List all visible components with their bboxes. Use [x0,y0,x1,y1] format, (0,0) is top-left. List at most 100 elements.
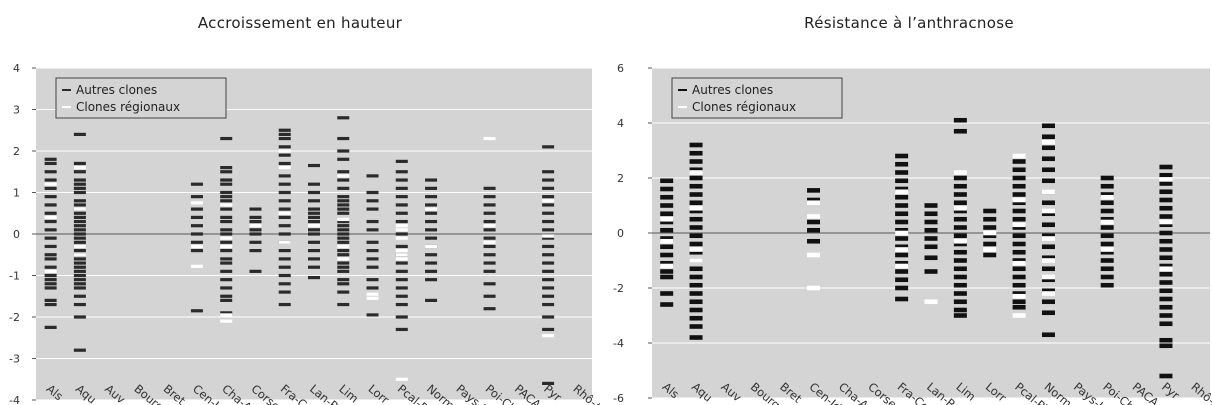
mark-autres-clones [73,294,86,298]
mark-autres-clones [395,244,408,249]
mark-clones-regionaux [395,253,408,257]
mark-autres-clones [542,145,555,149]
mark-autres-clones [73,232,86,236]
mark-autres-clones [308,257,320,261]
mark-autres-clones [425,195,438,199]
mark-autres-clones [44,219,57,224]
mark-clones-regionaux [953,238,967,244]
mark-autres-clones [337,199,350,203]
mark-autres-clones [1100,192,1114,197]
mark-autres-clones [190,207,203,211]
mark-autres-clones [425,269,438,273]
mark-autres-clones [220,240,233,244]
y-tick-label: 2 [617,172,624,185]
mark-autres-clones [220,311,233,315]
mark-autres-clones [660,178,674,184]
mark-autres-clones [1159,321,1173,327]
mark-autres-clones [1159,304,1173,310]
mark-clones-regionaux [395,377,408,381]
mark-autres-clones [366,278,379,282]
mark-autres-clones [1012,258,1026,263]
mark-autres-clones [395,269,408,273]
mark-autres-clones [337,240,350,244]
mark-autres-clones [895,186,909,192]
mark-autres-clones [220,294,233,298]
mark-clones-regionaux [190,201,203,205]
mark-autres-clones [44,325,57,329]
mark-autres-clones [44,244,57,249]
mark-autres-clones [483,282,496,286]
mark-autres-clones [953,258,967,263]
mark-autres-clones [542,186,555,190]
mark-autres-clones [337,282,350,286]
mark-autres-clones [337,195,350,199]
mark-autres-clones [924,219,938,225]
mark-autres-clones [983,225,997,230]
mark-autres-clones [483,186,496,190]
mark-clones-regionaux [1041,208,1055,214]
mark-autres-clones [1159,255,1173,261]
mark-autres-clones [483,195,496,199]
mark-clones-regionaux [337,174,350,178]
mark-autres-clones [1041,310,1055,316]
mark-autres-clones [395,186,408,190]
mark-autres-clones [337,224,350,228]
mark-autres-clones [953,282,967,288]
mark-autres-clones [278,174,291,178]
mark-autres-clones [542,261,555,265]
mark-clones-regionaux [953,205,967,211]
mark-autres-clones [73,219,86,224]
mark-autres-clones [366,228,379,232]
mark-autres-clones [337,178,350,182]
mark-autres-clones [1159,373,1173,379]
mark-autres-clones [1159,230,1173,236]
mark-autres-clones [395,278,408,282]
mark-autres-clones [278,224,291,228]
mark-autres-clones [542,294,555,298]
mark-autres-clones [807,227,821,233]
mark-autres-clones [1100,208,1114,214]
mark-autres-clones [895,296,909,302]
mark-autres-clones [278,302,291,307]
mark-autres-clones [895,161,909,167]
mark-autres-clones [895,153,909,159]
mark-autres-clones [278,128,291,132]
mark-clones-regionaux [337,244,350,249]
mark-autres-clones [337,186,350,190]
mark-autres-clones [73,178,86,182]
mark-autres-clones [337,207,350,211]
mark-clones-regionaux [1159,177,1173,182]
mark-autres-clones [337,261,350,265]
mark-autres-clones [542,203,555,207]
mark-autres-clones [660,302,674,307]
mark-autres-clones [366,219,379,224]
mark-autres-clones [220,219,233,224]
mark-autres-clones [924,211,938,217]
mark-autres-clones [483,236,496,240]
mark-autres-clones [308,219,320,224]
mark-autres-clones [425,186,438,190]
mark-autres-clones [1100,258,1114,263]
mark-autres-clones [190,182,203,186]
mark-clones-regionaux [1041,139,1055,145]
legend-box [55,77,227,119]
mark-clones-regionaux [1159,266,1173,272]
mark-clones-regionaux [689,247,703,252]
y-tick-label: -2 [9,311,20,324]
mark-autres-clones [1012,304,1026,310]
mark-autres-clones [1041,156,1055,162]
mark-autres-clones [895,269,909,274]
mark-autres-clones [395,178,408,182]
mark-autres-clones [689,282,703,288]
mark-autres-clones [366,240,379,244]
mark-autres-clones [807,238,821,244]
mark-autres-clones [395,294,408,298]
mark-autres-clones [220,257,233,261]
mark-autres-clones [689,208,703,214]
mark-autres-clones [1041,299,1055,305]
mark-autres-clones [1012,175,1026,181]
mark-autres-clones [660,236,674,241]
mark-autres-clones [278,282,291,286]
mark-autres-clones [220,207,233,211]
mark-autres-clones [1159,172,1173,178]
